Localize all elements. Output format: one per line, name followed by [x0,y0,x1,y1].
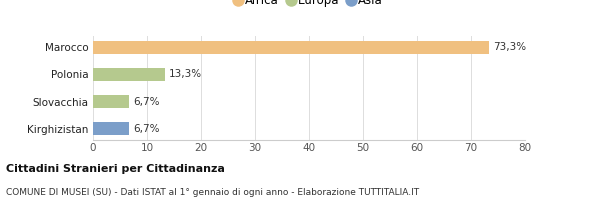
Bar [93,68,165,81]
Legend: Africa, Europa, Asia: Africa, Europa, Asia [230,0,388,11]
Bar [93,41,489,54]
Text: 13,3%: 13,3% [169,69,202,79]
Text: 6,7%: 6,7% [133,124,160,134]
Text: COMUNE DI MUSEI (SU) - Dati ISTAT al 1° gennaio di ogni anno - Elaborazione TUTT: COMUNE DI MUSEI (SU) - Dati ISTAT al 1° … [6,188,419,197]
Text: 73,3%: 73,3% [493,42,526,52]
Text: 6,7%: 6,7% [133,97,160,107]
Text: Cittadini Stranieri per Cittadinanza: Cittadini Stranieri per Cittadinanza [6,164,225,174]
Bar [93,95,129,108]
Bar [93,122,129,135]
